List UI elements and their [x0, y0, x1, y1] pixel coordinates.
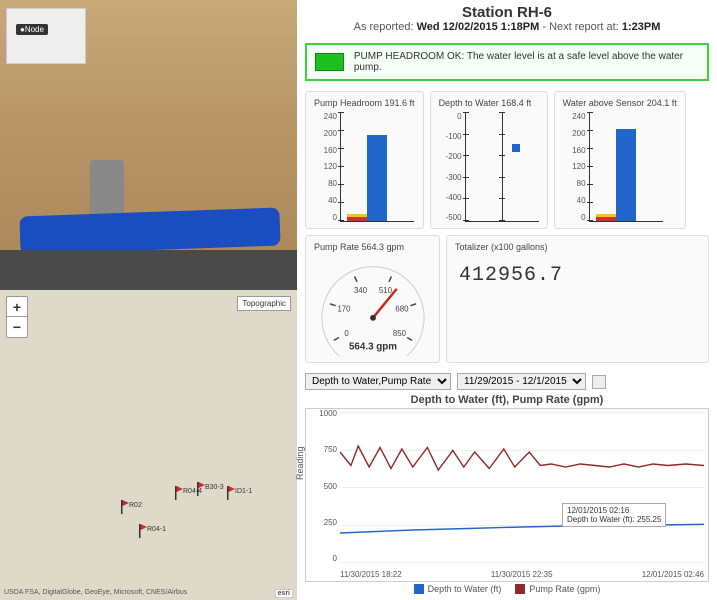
svg-text:170: 170	[337, 304, 351, 313]
bar-chart-card: Water above Sensor 204.1 ft2402001601208…	[554, 91, 686, 229]
calendar-icon[interactable]	[592, 375, 606, 389]
station-title: Station RH-6	[297, 4, 717, 21]
bar-chart-card: Depth to Water 168.4 ft0-100-200-300-400…	[430, 91, 548, 229]
map-flag-label: B30-3	[205, 484, 224, 491]
pipe-fitting	[90, 160, 124, 220]
station-photo: ●Node	[0, 0, 297, 290]
zoom-in-button[interactable]: +	[7, 297, 27, 317]
pipe-blue	[19, 207, 280, 254]
bar-chart-title: Water above Sensor 204.1 ft	[563, 98, 677, 108]
y-axis: 10007505002500	[306, 409, 340, 563]
station-header: Station RH-6 As reported: Wed 12/02/2015…	[297, 0, 717, 39]
alert-text: PUMP HEADROOM OK: The water level is at …	[354, 51, 699, 73]
floor	[0, 250, 297, 290]
alert-banner: PUMP HEADROOM OK: The water level is at …	[305, 43, 709, 81]
map-flag-label: R02	[129, 502, 142, 509]
alert-status-swatch	[315, 53, 344, 71]
metric-select[interactable]: Depth to Water,Pump Rate	[305, 373, 451, 390]
bar-chart-card: Pump Headroom 191.6 ft24020016012080400	[305, 91, 424, 229]
plot-area: 12/01/2015 02:16Depth to Water (ft): 255…	[340, 413, 704, 563]
bar-chart-title: Pump Headroom 191.6 ft	[314, 98, 415, 108]
line-chart-title: Depth to Water (ft), Pump Rate (gpm)	[305, 394, 709, 406]
gauge-dial: 0 170340 510680 850 564.3 gpm	[314, 256, 432, 356]
report-times: As reported: Wed 12/02/2015 1:18PM - Nex…	[297, 21, 717, 33]
map-attribution: USDA FSA, DigitalGlobe, GeoEye, Microsof…	[4, 589, 293, 598]
totalizer-card: Totalizer (x100 gallons) 412956.7	[446, 235, 709, 363]
chart-controls: Depth to Water,Pump Rate 11/29/2015 - 12…	[297, 371, 717, 392]
zoom-out-button[interactable]: −	[7, 317, 27, 337]
map-view[interactable]: + − Topographic R02R04-1R04-4B30-3ID1-1 …	[0, 290, 297, 600]
device-box	[6, 8, 86, 64]
totalizer-title: Totalizer (x100 gallons)	[455, 242, 700, 252]
gauge-title: Pump Rate 564.3 gpm	[314, 242, 431, 252]
date-range-select[interactable]: 11/29/2015 - 12/1/2015	[457, 373, 586, 390]
y-axis-label: Reading	[295, 446, 305, 480]
totalizer-value: 412956.7	[455, 256, 700, 295]
svg-text:340: 340	[354, 286, 368, 295]
chart-legend: Depth to Water (ft) Pump Rate (gpm)	[305, 582, 709, 596]
zoom-control: + −	[6, 296, 28, 338]
line-chart[interactable]: Reading 10007505002500 12/01/2015 02:16D…	[305, 408, 709, 582]
pump-rate-gauge-card: Pump Rate 564.3 gpm 0 170340 510680 850 564.…	[305, 235, 440, 363]
svg-text:680: 680	[395, 304, 409, 313]
svg-text:0: 0	[344, 329, 349, 338]
chart-tooltip: 12/01/2015 02:16Depth to Water (ft): 255…	[562, 503, 666, 527]
x-axis: 11/30/2015 18:2211/30/2015 22:3512/01/20…	[340, 570, 704, 579]
svg-text:510: 510	[379, 286, 393, 295]
svg-text:850: 850	[393, 329, 407, 338]
basemap-toggle[interactable]: Topographic	[237, 296, 291, 311]
svg-text:564.3 gpm: 564.3 gpm	[349, 341, 397, 352]
device-label: ●Node	[16, 24, 48, 35]
map-flag-label: ID1-1	[235, 488, 252, 495]
bar-chart-title: Depth to Water 168.4 ft	[439, 98, 539, 108]
map-flag-label: R04-1	[147, 526, 166, 533]
